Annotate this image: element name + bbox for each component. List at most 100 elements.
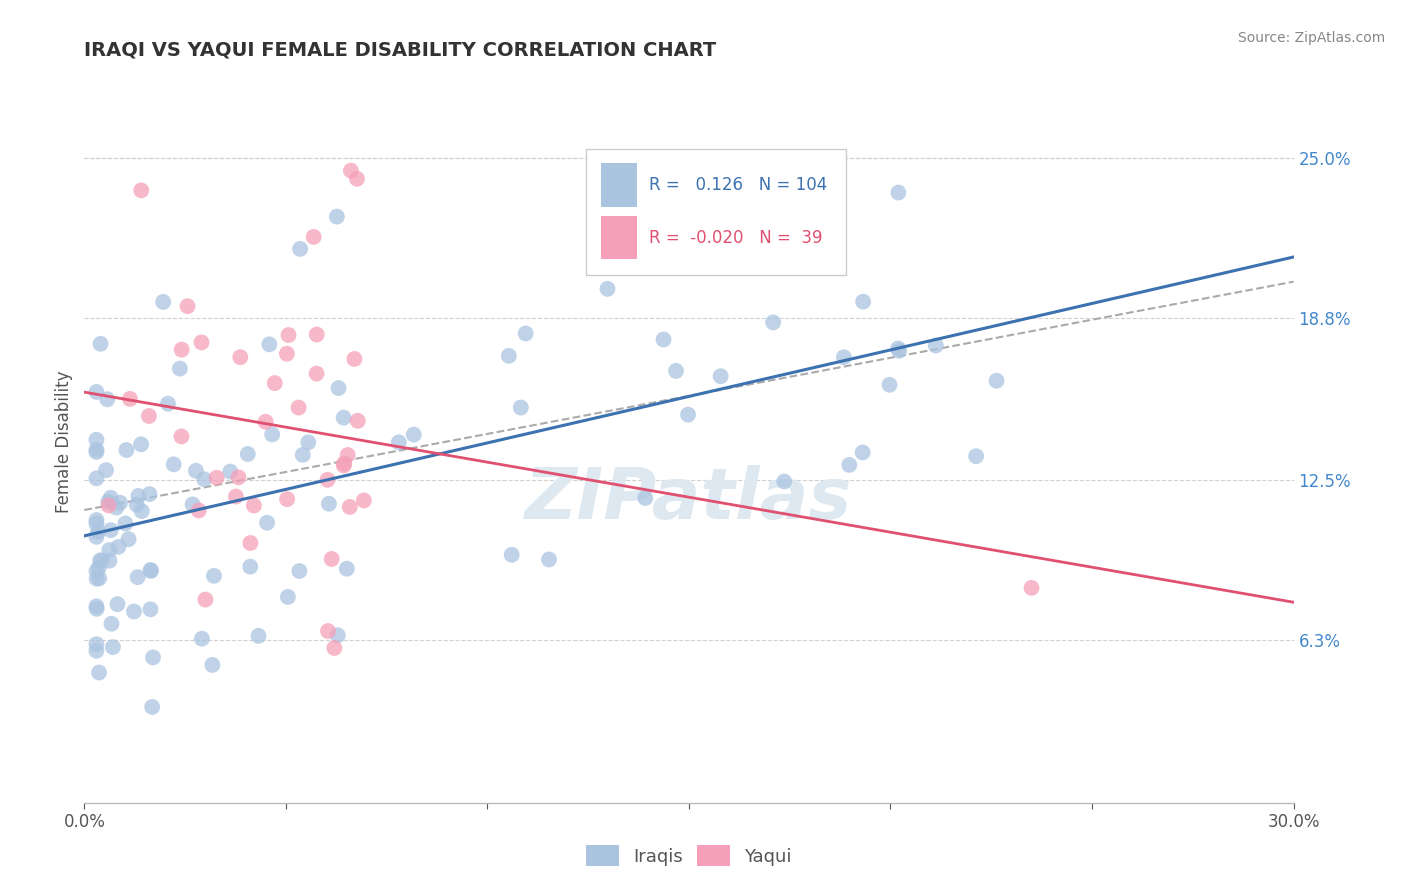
Point bbox=[332, 410, 354, 425]
Point bbox=[201, 657, 224, 672]
Point bbox=[402, 427, 425, 442]
Point bbox=[986, 374, 1008, 388]
Point bbox=[346, 414, 368, 428]
Point bbox=[86, 433, 108, 447]
Point bbox=[323, 640, 346, 655]
Point bbox=[127, 489, 149, 503]
Point bbox=[184, 464, 207, 478]
Point bbox=[305, 367, 328, 381]
Point bbox=[194, 592, 217, 607]
Point bbox=[98, 554, 121, 568]
Point bbox=[291, 448, 314, 462]
Point bbox=[346, 171, 368, 186]
Point bbox=[225, 490, 247, 504]
Point bbox=[86, 513, 108, 527]
Point bbox=[205, 471, 228, 485]
Point bbox=[256, 516, 278, 530]
Point bbox=[838, 458, 860, 472]
Point bbox=[115, 443, 138, 458]
Point bbox=[100, 491, 122, 505]
Point bbox=[326, 628, 349, 642]
Point bbox=[343, 351, 366, 366]
Point bbox=[101, 640, 124, 654]
Point bbox=[100, 523, 122, 537]
Point bbox=[181, 497, 204, 511]
Point bbox=[339, 500, 361, 514]
FancyBboxPatch shape bbox=[600, 163, 637, 207]
Point bbox=[634, 491, 657, 505]
Point bbox=[925, 338, 948, 352]
Point bbox=[773, 204, 796, 219]
Point bbox=[156, 397, 179, 411]
Point bbox=[122, 605, 145, 619]
Point bbox=[243, 499, 266, 513]
Point bbox=[326, 210, 349, 224]
Point bbox=[219, 465, 242, 479]
Point bbox=[86, 445, 108, 459]
Point bbox=[170, 429, 193, 443]
Point bbox=[170, 343, 193, 357]
Point bbox=[90, 554, 112, 568]
Point bbox=[239, 536, 262, 550]
Point bbox=[501, 548, 523, 562]
Point bbox=[340, 163, 363, 178]
Point bbox=[239, 559, 262, 574]
Point bbox=[305, 327, 328, 342]
Point bbox=[263, 376, 285, 390]
Point bbox=[86, 601, 108, 615]
Point bbox=[118, 392, 141, 406]
Point bbox=[302, 230, 325, 244]
Point bbox=[86, 637, 108, 651]
FancyBboxPatch shape bbox=[600, 216, 637, 260]
Point bbox=[94, 463, 117, 477]
Point bbox=[131, 504, 153, 518]
Point bbox=[247, 629, 270, 643]
Point bbox=[276, 347, 298, 361]
Point bbox=[509, 401, 531, 415]
Point bbox=[86, 442, 108, 457]
Point bbox=[163, 458, 186, 472]
Point bbox=[86, 516, 108, 531]
Point bbox=[86, 471, 108, 485]
Point bbox=[125, 498, 148, 512]
Point bbox=[287, 401, 309, 415]
Point bbox=[832, 350, 855, 364]
Point bbox=[676, 408, 699, 422]
Point bbox=[336, 448, 359, 462]
Point bbox=[277, 590, 299, 604]
Point bbox=[127, 570, 149, 584]
Point bbox=[710, 369, 733, 384]
Point bbox=[262, 427, 284, 442]
Point bbox=[139, 564, 162, 578]
Legend: Iraqis, Yaqui: Iraqis, Yaqui bbox=[579, 838, 799, 873]
Point bbox=[129, 183, 152, 197]
Point bbox=[852, 294, 875, 309]
Point bbox=[879, 377, 901, 392]
Point bbox=[105, 500, 128, 515]
Point bbox=[328, 381, 350, 395]
Point bbox=[498, 349, 520, 363]
Point bbox=[100, 616, 122, 631]
Point bbox=[288, 564, 311, 578]
Point bbox=[388, 435, 411, 450]
Text: R =  -0.020   N =  39: R = -0.020 N = 39 bbox=[650, 228, 823, 247]
Point bbox=[138, 409, 160, 423]
Point bbox=[187, 503, 209, 517]
Point bbox=[288, 242, 311, 256]
Point bbox=[86, 564, 108, 578]
Point bbox=[336, 562, 359, 576]
Point bbox=[169, 361, 191, 376]
Point bbox=[229, 350, 252, 364]
Point bbox=[202, 569, 225, 583]
Point bbox=[259, 337, 281, 351]
Point bbox=[176, 299, 198, 313]
Point bbox=[117, 532, 139, 546]
Point bbox=[86, 572, 108, 586]
Point bbox=[96, 392, 118, 407]
Text: ZIPatlas: ZIPatlas bbox=[526, 465, 852, 533]
Point bbox=[596, 282, 619, 296]
Point bbox=[89, 336, 111, 351]
Point bbox=[107, 540, 129, 554]
Point bbox=[107, 597, 129, 611]
Point bbox=[852, 445, 875, 459]
